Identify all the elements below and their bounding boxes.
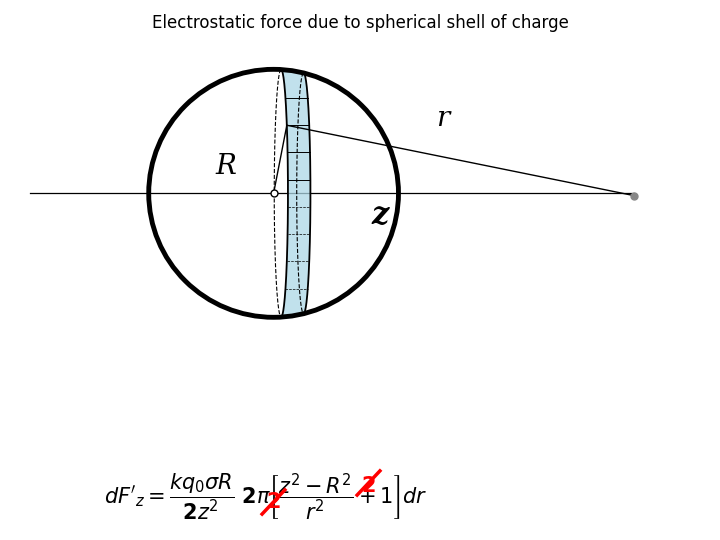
Text: r: r	[436, 105, 449, 132]
Text: R: R	[216, 152, 237, 179]
Text: $\mathbf{2}$: $\mathbf{2}$	[361, 476, 376, 496]
Text: $\mathbf{2}$: $\mathbf{2}$	[266, 492, 281, 512]
Text: $dF'_z = \dfrac{kq_0\sigma R}{\mathbf{2}z^2}\ \mathbf{2}\pi\left[\dfrac{z^2-R^2}: $dF'_z = \dfrac{kq_0\sigma R}{\mathbf{2}…	[104, 471, 427, 522]
Text: z: z	[371, 200, 388, 231]
Polygon shape	[281, 70, 310, 317]
Text: Electrostatic force due to spherical shell of charge: Electrostatic force due to spherical she…	[152, 14, 568, 31]
